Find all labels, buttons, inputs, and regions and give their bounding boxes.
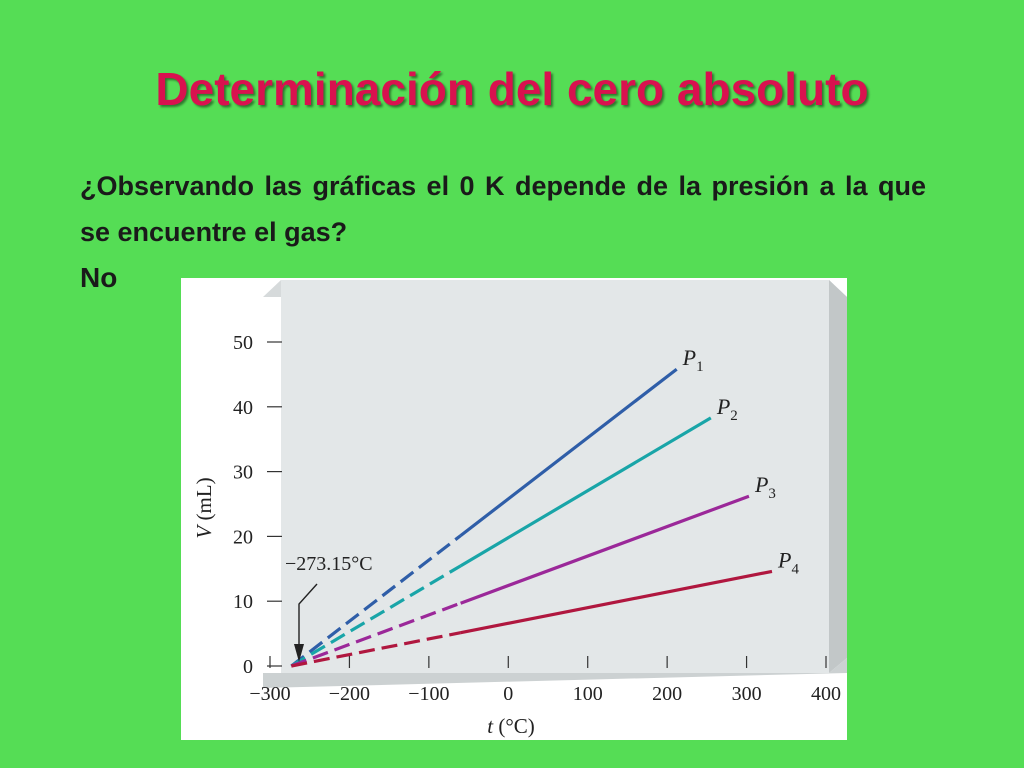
- x-tick-label: −100: [408, 683, 449, 705]
- slide-title: Determinación del cero absoluto: [155, 63, 869, 115]
- series-line-dashed: [291, 631, 461, 668]
- box-floor: [263, 658, 847, 688]
- labels-group: P1 P2 P3 P4 −273.15°C: [285, 345, 799, 662]
- y-tick-label: 10: [233, 591, 253, 613]
- slide-question: ¿Observando las gráficas el 0 K depende …: [80, 171, 926, 247]
- x-tick-label: 0: [503, 683, 513, 705]
- x-tick-label: −200: [329, 683, 370, 705]
- plot-area: [281, 280, 829, 673]
- chart-container: −300 −200 −100 0 100 200 300 400 0 10 20 30 40 50 P1 P…: [181, 278, 847, 740]
- x-axis-label: t (°C): [487, 714, 535, 738]
- series-line-dashed: [290, 564, 462, 668]
- y-tick-label: 0: [243, 656, 253, 678]
- series-line: [459, 416, 712, 568]
- y-tick-label: 30: [233, 462, 253, 484]
- x-tick-label: 400: [811, 683, 841, 705]
- series-label: P1: [682, 345, 704, 375]
- axes-group: −300 −200 −100 0 100 200 300 400 0 10 20 30 40 50: [233, 332, 841, 705]
- series-label: P3: [754, 472, 776, 502]
- annotation-text: −273.15°C: [285, 553, 373, 575]
- annotation-arrowhead: [294, 644, 304, 662]
- series-line-dashed: [290, 534, 462, 668]
- y-tick-label: 40: [233, 397, 253, 419]
- series-line: [460, 494, 750, 605]
- series-line-dashed: [290, 601, 462, 668]
- x-tick-label: 200: [652, 683, 682, 705]
- y-tick-label: 20: [233, 526, 253, 548]
- x-tick-label: −300: [249, 683, 290, 705]
- annotation-arrow-line: [298, 583, 318, 648]
- x-tick-label: 300: [732, 683, 762, 705]
- series-label: P4: [777, 547, 799, 577]
- y-tick-label: 50: [233, 332, 253, 354]
- box-right-face: [829, 280, 847, 673]
- slide-answer: No: [80, 262, 118, 293]
- x-tick-label: 100: [573, 683, 603, 705]
- series-line: [459, 367, 678, 537]
- series-group: [290, 367, 773, 668]
- y-axis-label: V (mL): [192, 477, 216, 538]
- series-label: P2: [716, 394, 738, 424]
- series-line: [460, 569, 773, 635]
